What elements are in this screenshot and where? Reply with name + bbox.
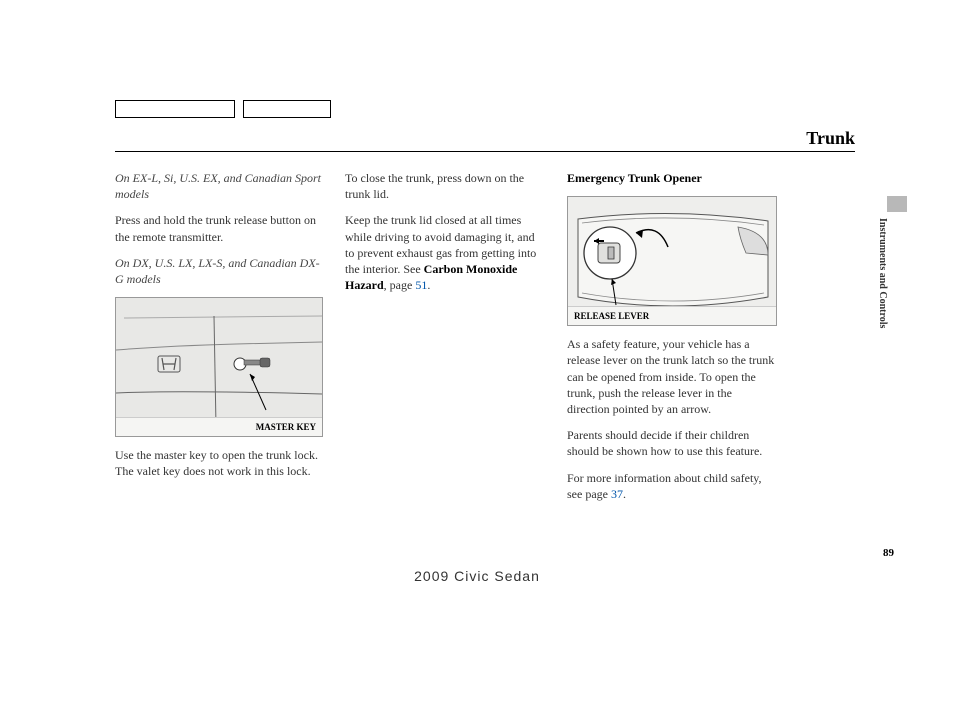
figure-release-lever-image: RELEASE LEVER <box>567 196 777 326</box>
col3-p2: Parents should decide if their children … <box>567 427 777 459</box>
nav-box-1[interactable] <box>115 100 235 118</box>
nav-box-2[interactable] <box>243 100 331 118</box>
figure-master-key-image: MASTER KEY <box>115 297 323 437</box>
col2-p2: Keep the trunk lid closed at all times w… <box>345 212 545 293</box>
model-note-1: On EX-L, Si, U.S. EX, and Canadian Sport… <box>115 170 323 202</box>
page-link-51[interactable]: 51 <box>415 278 427 292</box>
col1-p2: Use the master key to open the trunk loc… <box>115 447 323 479</box>
figure-release-lever-caption: RELEASE LEVER <box>568 306 776 325</box>
col2-p1: To close the trunk, press down on the tr… <box>345 170 545 202</box>
figure-release-lever: RELEASE LEVER <box>567 196 777 326</box>
column-3: Emergency Trunk Opener <box>567 170 777 512</box>
figure-master-key-caption: MASTER KEY <box>116 417 322 436</box>
col1-p1: Press and hold the trunk release button … <box>115 212 323 244</box>
emergency-opener-heading: Emergency Trunk Opener <box>567 170 777 186</box>
column-2: To close the trunk, press down on the tr… <box>345 170 545 512</box>
content-columns: On EX-L, Si, U.S. EX, and Canadian Sport… <box>115 170 855 512</box>
column-1: On EX-L, Si, U.S. EX, and Canadian Sport… <box>115 170 323 512</box>
page-number: 89 <box>883 547 894 559</box>
section-title: Trunk <box>115 128 855 151</box>
col3-p3b: . <box>623 487 626 501</box>
col3-p3a: For more information about child safety,… <box>567 471 762 501</box>
model-note-2: On DX, U.S. LX, LX-S, and Canadian DX-G … <box>115 255 323 287</box>
manual-page: Trunk On EX-L, Si, U.S. EX, and Canadian… <box>115 100 855 512</box>
col3-p1: As a safety feature, your vehicle has a … <box>567 336 777 417</box>
col3-p3: For more information about child safety,… <box>567 470 777 502</box>
side-section-label: Instruments and Controls <box>877 218 888 328</box>
side-tab <box>887 196 907 212</box>
title-rule <box>115 151 855 152</box>
col2-p2d: . <box>427 278 430 292</box>
nav-boxes <box>115 100 855 118</box>
footer-vehicle: 2009 Civic Sedan <box>0 568 954 584</box>
col2-p2c: , page <box>384 278 416 292</box>
figure-master-key: MASTER KEY <box>115 297 323 437</box>
page-link-37[interactable]: 37 <box>611 487 623 501</box>
